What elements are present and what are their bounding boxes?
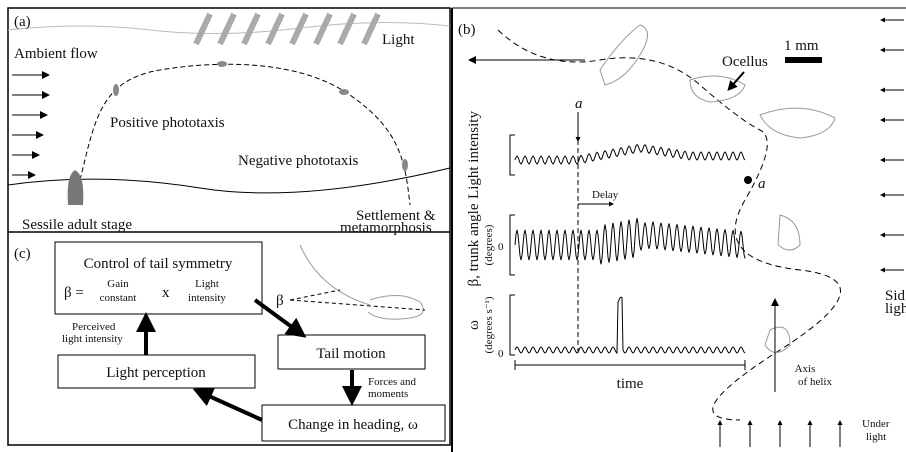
text: Delay [592,189,619,201]
box [277,334,426,370]
text: Light [382,32,415,48]
arrow [241,12,261,46]
panel-c: (c) Control of tail symmetry β = Gain co… [14,241,446,442]
axis-label: Light intensity [466,111,482,199]
text: 0 [498,241,504,253]
text: Control of tail symmetry [84,256,233,272]
text: moments [368,388,408,400]
arrow [289,12,309,46]
beta-trace [514,218,746,265]
text: Positive phototaxis [110,115,225,131]
text: a [575,96,583,112]
text: metamorphosis [340,220,432,236]
axis-label: (degrees s⁻¹) [483,296,495,353]
box [57,354,256,389]
surface [7,21,451,35]
label: (a) [14,14,31,30]
waveforms [514,143,746,355]
text: Tail motion [316,346,386,362]
text: Negative phototaxis [238,153,359,169]
text: x [162,285,170,301]
text: Forces and [368,376,416,388]
text: Gain [107,278,129,290]
arrow [217,12,237,46]
arrow [265,12,285,46]
text: 0 [498,348,504,360]
axis-label: ω [466,320,482,330]
arrow [253,298,307,338]
text: β [276,293,284,309]
text: time [617,376,644,392]
omega-trace [514,296,746,355]
text: Perceived [72,321,116,333]
scale-bar [785,57,822,63]
light-trace [514,143,746,165]
larva [113,84,119,96]
text: Under [862,418,890,430]
text: Light [195,278,219,290]
text: Settlement & [356,208,436,224]
label: (c) [14,246,31,262]
text: Sessile adult stage [22,217,132,233]
text: 1 mm [784,38,819,54]
text: Sid [885,288,906,304]
text: constant [100,292,137,304]
angle [289,289,426,311]
text: Change in heading, ω [288,417,418,433]
axes [509,134,515,356]
side-arrows [717,17,904,447]
label: (b) [458,22,476,38]
text: Axis [795,363,816,375]
text: Ocellus [722,54,768,70]
arrow [361,12,381,46]
text: of helix [798,376,832,388]
arrow [192,387,263,422]
text: a [758,176,766,192]
light-arrows [193,12,381,46]
text: ligh [885,301,906,317]
box [54,241,263,315]
axis-label: (degrees) [483,224,495,265]
text: Ambient flow [14,46,98,62]
arrow [727,71,745,92]
tadpole [299,244,424,320]
text: Light perception [106,365,206,381]
dot [744,176,752,184]
arrow [313,12,333,46]
panel-a: (a) Ambient flow Light Positive phototax… [7,12,451,236]
larva [217,61,227,67]
tadpoles [599,24,836,353]
helix-path [497,29,841,421]
text: light intensity [62,333,123,345]
flow-arrows [12,71,50,179]
arrow [337,12,357,46]
adult [67,170,84,205]
panel-b: (b) 1 mm Ocellus a Light intensity Delay… [458,17,906,447]
text: intensity [188,292,226,304]
axis-label: β, trunk angle [466,203,482,286]
text: β = [64,285,84,301]
left-frame [7,7,451,446]
arrow [193,12,213,46]
larva [402,159,408,171]
trajectory [79,63,411,206]
text: light [866,431,886,443]
larva [339,89,349,95]
